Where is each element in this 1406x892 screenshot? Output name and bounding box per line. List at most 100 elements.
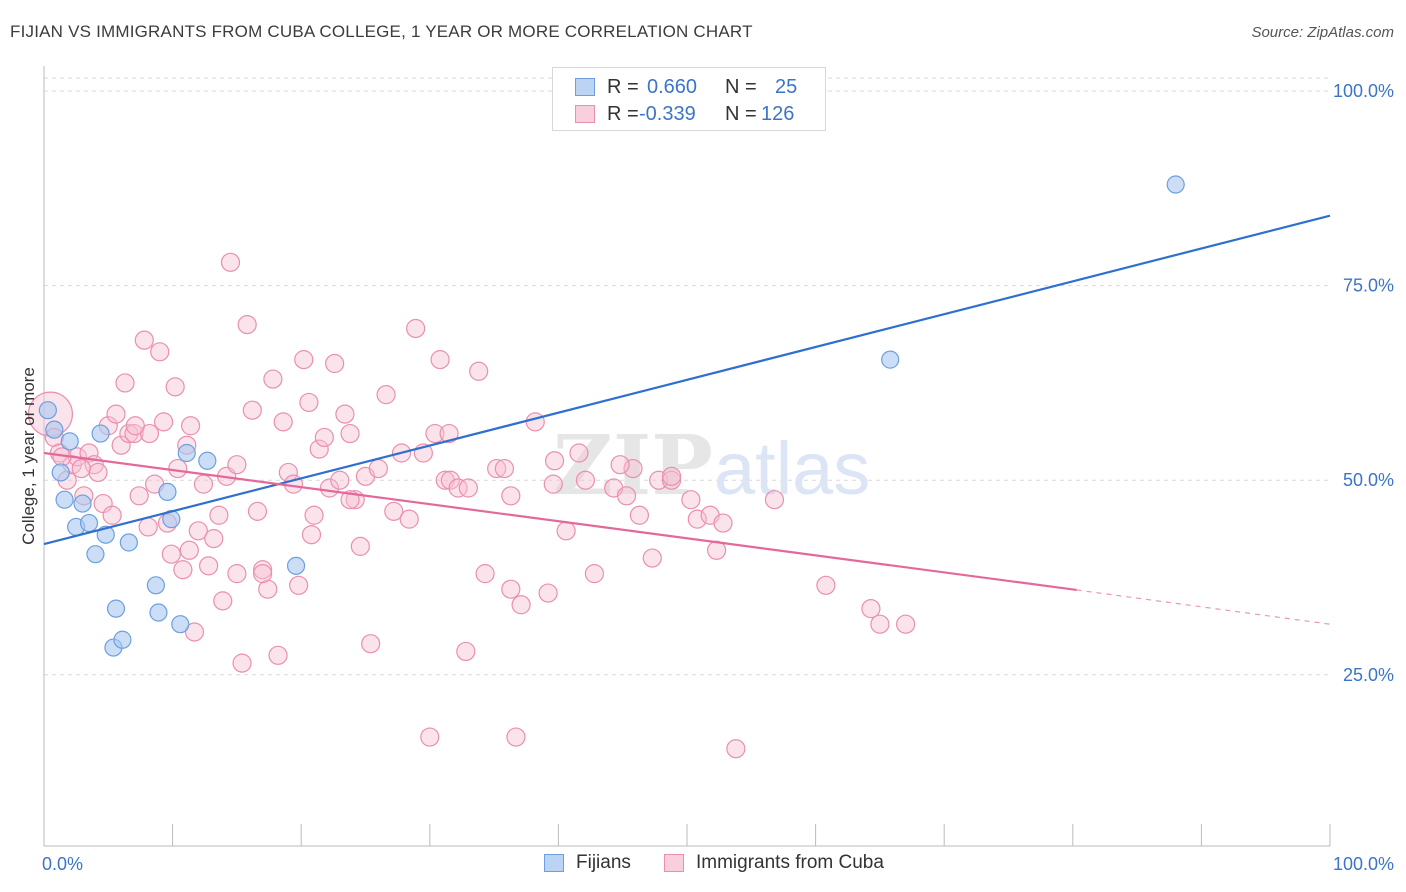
point-cuba xyxy=(153,412,174,432)
point-fijians xyxy=(55,490,74,509)
legend-r-label: R = xyxy=(607,75,639,98)
point-cuba xyxy=(511,595,531,615)
point-cuba xyxy=(161,544,181,564)
point-cuba xyxy=(106,404,126,424)
point-cuba xyxy=(227,564,247,584)
chart-title: FIJIAN VS IMMIGRANTS FROM CUBA COLLEGE, … xyxy=(10,22,753,41)
point-cuba xyxy=(448,478,468,498)
point-cuba xyxy=(138,517,158,537)
point-cuba xyxy=(193,474,214,494)
point-cuba xyxy=(687,509,707,529)
point-fijians xyxy=(881,350,900,369)
point-fijians xyxy=(38,401,57,420)
point-cuba xyxy=(543,474,563,494)
point-cuba xyxy=(525,412,545,432)
watermark-atlas: atlas xyxy=(714,427,870,510)
series-fijians xyxy=(38,175,1185,657)
legend-n-value: 126 xyxy=(761,102,795,125)
point-cuba xyxy=(242,400,262,420)
point-cuba xyxy=(556,521,576,541)
point-fijians xyxy=(91,424,110,443)
grid-lines xyxy=(44,77,1330,676)
point-cuba xyxy=(173,560,193,580)
point-cuba xyxy=(726,739,746,759)
point-cuba xyxy=(179,540,199,560)
point-cuba xyxy=(469,361,489,381)
point-cuba xyxy=(538,583,558,603)
point-cuba xyxy=(268,645,288,665)
point-cuba xyxy=(289,575,309,595)
point-cuba xyxy=(642,548,662,568)
point-cuba xyxy=(506,727,526,747)
x-tick-label-min: 0.0% xyxy=(42,854,83,874)
point-cuba xyxy=(430,350,450,370)
point-cuba xyxy=(896,614,916,634)
point-cuba xyxy=(325,353,345,374)
point-cuba xyxy=(134,330,154,350)
point-cuba xyxy=(294,350,314,370)
point-fijians xyxy=(51,463,70,482)
legend-r-value: 0.660 xyxy=(647,75,698,98)
point-fijians xyxy=(171,615,190,634)
legend-row-fijians: R = 0.660 N = 25 xyxy=(575,74,797,100)
point-cuba xyxy=(227,455,247,475)
bottom-legend-fijians: Fijians xyxy=(544,852,631,874)
point-cuba xyxy=(629,505,650,525)
y-axis-label: College, 1 year or more xyxy=(19,367,38,545)
point-cuba xyxy=(406,318,426,339)
point-cuba xyxy=(220,252,241,272)
point-cuba xyxy=(115,373,135,393)
point-cuba xyxy=(475,564,495,584)
legend-r-label: R = xyxy=(607,102,639,125)
bottom-legend-label-fijians: Fijians xyxy=(576,852,631,873)
point-cuba xyxy=(661,466,682,486)
point-cuba xyxy=(253,564,273,584)
tick-labels: 25.0% 50.0% 75.0% 100.0% 0.0% 100.0% xyxy=(42,81,1394,874)
point-cuba xyxy=(816,575,836,595)
point-cuba xyxy=(301,525,322,545)
point-cuba xyxy=(870,614,890,634)
point-cuba xyxy=(610,455,630,475)
point-cuba xyxy=(681,490,701,510)
point-fijians xyxy=(86,545,105,564)
point-cuba xyxy=(314,427,334,448)
point-cuba xyxy=(399,509,419,529)
point-cuba xyxy=(232,653,252,673)
point-cuba xyxy=(168,458,188,479)
point-cuba xyxy=(71,458,91,479)
point-fijians xyxy=(113,630,132,649)
point-cuba xyxy=(569,443,589,463)
trend-line-cuba xyxy=(43,451,1077,592)
point-cuba xyxy=(304,505,324,525)
bottom-legend-label-cuba: Immigrants from Cuba xyxy=(696,852,884,873)
point-fijians xyxy=(79,513,99,533)
point-cuba xyxy=(213,591,233,611)
point-cuba xyxy=(713,513,733,533)
legend-r-value: -0.339 xyxy=(639,102,696,125)
point-fijians xyxy=(60,432,79,451)
watermark-zip: ZIP xyxy=(553,418,713,514)
point-cuba xyxy=(204,529,224,549)
x-tick-label-max: 100.0% xyxy=(1333,854,1394,874)
point-cuba xyxy=(861,599,881,619)
point-cuba xyxy=(361,634,381,654)
watermark: ZIP atlas xyxy=(553,418,870,514)
point-cuba xyxy=(273,412,293,432)
trend-line-cuba-extrapolated xyxy=(1076,589,1331,625)
point-cuba xyxy=(165,377,185,397)
point-cuba xyxy=(501,486,521,506)
point-cuba xyxy=(335,404,355,424)
series-immigrants-from-cuba xyxy=(27,252,916,759)
y-tick-label: 75.0% xyxy=(1343,276,1394,296)
point-cuba xyxy=(247,501,268,521)
point-cuba xyxy=(544,451,565,471)
point-fijians xyxy=(177,443,196,463)
point-cuba xyxy=(209,505,229,525)
point-fijians xyxy=(146,576,165,595)
point-cuba xyxy=(384,501,404,521)
point-cuba xyxy=(368,458,388,479)
point-cuba xyxy=(575,470,596,490)
point-cuba xyxy=(487,458,507,479)
point-cuba xyxy=(623,458,643,479)
